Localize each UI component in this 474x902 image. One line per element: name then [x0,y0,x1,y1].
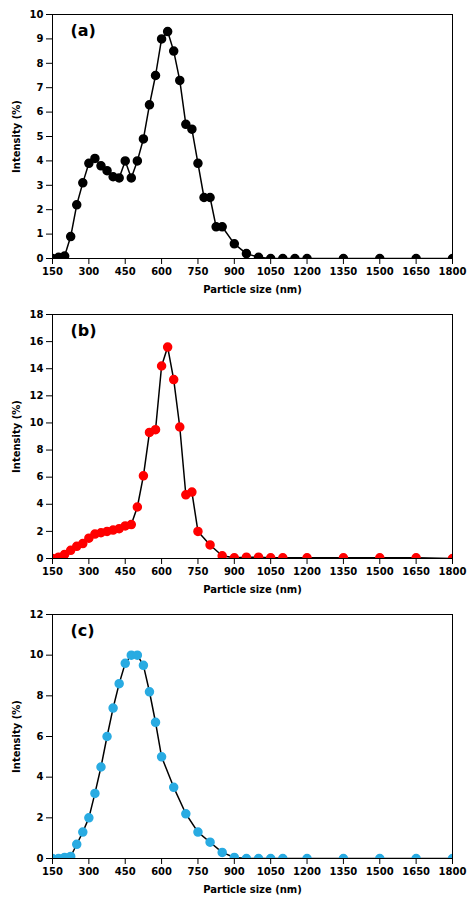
svg-text:450: 450 [115,566,136,577]
svg-text:1500: 1500 [366,866,394,877]
svg-text:1650: 1650 [402,866,430,877]
svg-text:600: 600 [151,266,172,277]
svg-text:Particle size (nm): Particle size (nm) [203,884,302,895]
svg-text:1050: 1050 [257,566,285,577]
svg-text:8: 8 [37,690,44,701]
svg-text:Intensity (%): Intensity (%) [11,700,22,773]
svg-text:300: 300 [78,866,99,877]
svg-text:450: 450 [115,266,136,277]
svg-text:10: 10 [30,417,44,428]
svg-text:2: 2 [37,812,44,823]
svg-text:(c): (c) [71,621,95,640]
svg-text:900: 900 [224,866,245,877]
svg-text:1200: 1200 [293,566,321,577]
svg-text:1: 1 [37,228,44,239]
svg-text:(b): (b) [71,321,97,340]
svg-text:1050: 1050 [257,266,285,277]
svg-text:0: 0 [37,253,44,264]
svg-text:150: 150 [42,266,63,277]
svg-text:10: 10 [30,9,44,20]
svg-text:1200: 1200 [293,866,321,877]
svg-text:2: 2 [37,526,44,537]
svg-text:5: 5 [37,131,44,142]
svg-text:1200: 1200 [293,266,321,277]
svg-text:1800: 1800 [439,266,467,277]
svg-text:600: 600 [151,566,172,577]
svg-text:16: 16 [30,336,44,347]
svg-text:1650: 1650 [402,566,430,577]
svg-text:1350: 1350 [329,266,357,277]
svg-text:Intensity (%): Intensity (%) [11,400,22,473]
svg-text:1800: 1800 [439,866,467,877]
svg-text:750: 750 [188,566,209,577]
svg-text:10: 10 [30,649,44,660]
svg-text:0: 0 [37,853,44,864]
svg-text:900: 900 [224,566,245,577]
svg-text:8: 8 [37,444,44,455]
svg-text:150: 150 [42,566,63,577]
svg-text:7: 7 [37,82,44,93]
svg-text:18: 18 [30,309,44,320]
svg-text:4: 4 [37,155,44,166]
svg-text:6: 6 [37,471,44,482]
svg-text:1800: 1800 [439,566,467,577]
svg-text:600: 600 [151,866,172,877]
svg-text:Particle size (nm): Particle size (nm) [203,584,302,595]
svg-text:750: 750 [188,266,209,277]
svg-text:1050: 1050 [257,866,285,877]
svg-text:1350: 1350 [329,866,357,877]
svg-text:2: 2 [37,204,44,215]
svg-text:300: 300 [78,566,99,577]
svg-text:4: 4 [37,498,44,509]
svg-text:900: 900 [224,266,245,277]
svg-text:0: 0 [37,553,44,564]
svg-text:450: 450 [115,866,136,877]
svg-text:1350: 1350 [329,566,357,577]
svg-text:750: 750 [188,866,209,877]
svg-text:1500: 1500 [366,266,394,277]
svg-text:Particle size (nm): Particle size (nm) [203,284,302,295]
svg-text:6: 6 [37,731,44,742]
svg-text:1650: 1650 [402,266,430,277]
svg-text:14: 14 [30,363,44,374]
svg-text:4: 4 [37,771,44,782]
svg-text:1500: 1500 [366,566,394,577]
svg-text:Intensity (%): Intensity (%) [11,100,22,173]
svg-text:3: 3 [37,180,44,191]
svg-text:12: 12 [30,390,44,401]
svg-text:12: 12 [30,609,44,620]
svg-text:8: 8 [37,58,44,69]
svg-text:300: 300 [78,266,99,277]
svg-text:6: 6 [37,106,44,117]
svg-text:150: 150 [42,866,63,877]
svg-text:9: 9 [37,33,44,44]
svg-text:(a): (a) [71,21,96,40]
